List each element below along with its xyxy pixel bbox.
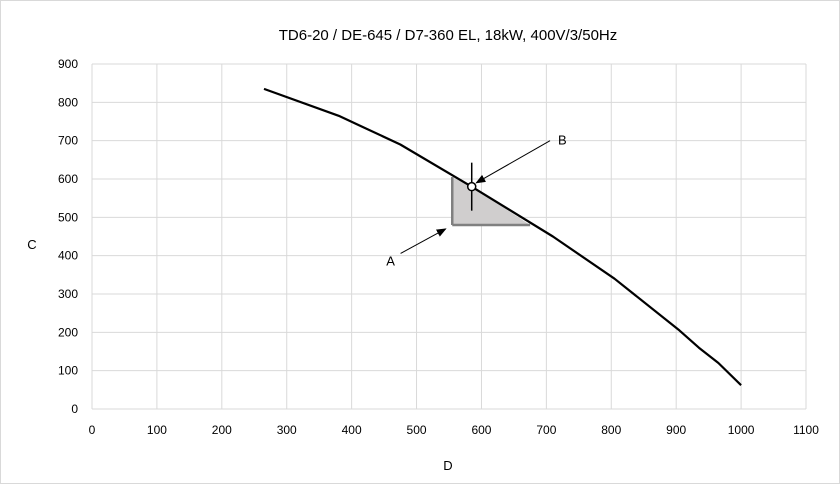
chart-title: TD6-20 / DE-645 / D7-360 EL, 18kW, 400V/… [279, 27, 618, 44]
x-tick-label: 700 [536, 423, 556, 437]
shaded-area [452, 177, 531, 225]
x-tick-label: 300 [277, 423, 297, 437]
grid [91, 63, 807, 410]
y-tick-label: 600 [58, 172, 78, 186]
callout-label-a: A [386, 253, 395, 268]
callout-arrow-b [475, 140, 551, 184]
y-tick-label: 0 [71, 402, 78, 416]
y-tick-label: 300 [58, 287, 78, 301]
callout-arrow-a [400, 228, 447, 254]
x-tick-label: 600 [471, 423, 491, 437]
y-axis-label: C [27, 237, 36, 252]
series-group [263, 87, 742, 386]
y-tick-label: 700 [58, 134, 78, 148]
y-tick-label: 900 [58, 57, 78, 71]
x-tick-label: 0 [89, 423, 96, 437]
x-tick-label: 1000 [728, 423, 755, 437]
x-tick-label: 500 [407, 423, 427, 437]
y-tick-label: 100 [58, 364, 78, 378]
x-tick-label: 800 [601, 423, 621, 437]
x-tick-label: 1100 [793, 423, 819, 437]
callout-label-b: B [558, 133, 567, 148]
x-tick-label: 900 [666, 423, 686, 437]
x-axis-ticks: 0 100 200 300 400 500 600 700 800 900 1000 1100 [89, 423, 820, 437]
operating-range-area [450, 177, 531, 227]
x-tick-label: 200 [212, 423, 232, 437]
operating-point-marker [466, 181, 477, 192]
y-axis-ticks: 0 100 200 300 400 500 600 700 800 900 [58, 57, 78, 416]
x-tick-label: 400 [342, 423, 362, 437]
y-tick-label: 800 [58, 95, 78, 109]
annotations: AB [386, 133, 566, 269]
x-axis-label: D [443, 458, 452, 473]
performance-curve-line [263, 87, 742, 386]
y-tick-label: 400 [58, 249, 78, 263]
y-tick-label: 200 [58, 325, 78, 339]
x-tick-label: 100 [147, 423, 167, 437]
y-tick-label: 500 [58, 210, 78, 224]
